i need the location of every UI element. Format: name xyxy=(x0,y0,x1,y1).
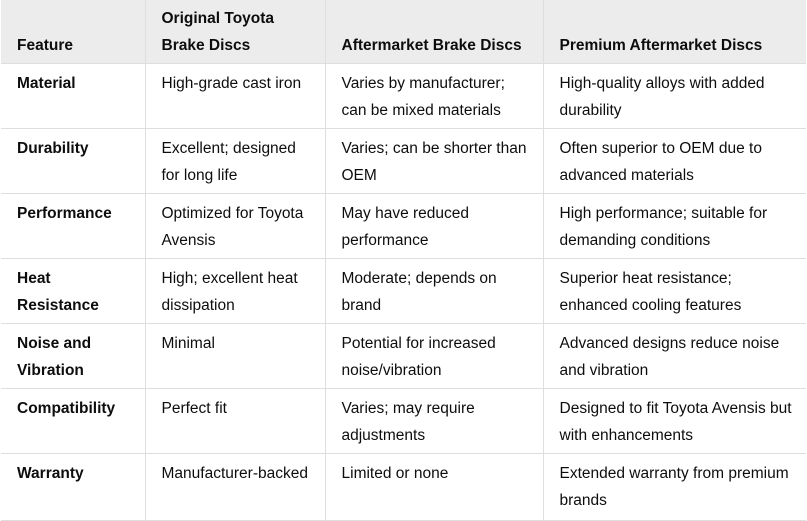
header-feature: Feature xyxy=(1,0,146,64)
header-original-toyota: Original Toyota Brake Discs xyxy=(144,0,326,64)
header-row: Feature Original Toyota Brake Discs Afte… xyxy=(1,0,806,64)
table-row: Performance Optimized for Toyota Avensis… xyxy=(1,193,806,259)
table-cell: High; excellent heat dissipation xyxy=(144,258,326,324)
feature-cell: Compatibility xyxy=(1,388,146,454)
table-cell: Manufacturer-backed xyxy=(144,453,326,521)
feature-cell: Performance xyxy=(1,193,146,259)
table-cell: High-grade cast iron xyxy=(144,63,326,129)
table-cell: Moderate; depends on brand xyxy=(324,258,544,324)
table-header: Feature Original Toyota Brake Discs Afte… xyxy=(1,0,806,64)
feature-cell: Heat Resistance xyxy=(1,258,146,324)
table-cell: Varies by manufacturer; can be mixed mat… xyxy=(324,63,544,129)
table-cell: Minimal xyxy=(144,323,326,389)
table-row: Durability Excellent; designed for long … xyxy=(1,128,806,194)
feature-cell: Warranty xyxy=(1,453,146,521)
table-cell: Perfect fit xyxy=(144,388,326,454)
table-cell: High-quality alloys with added durabilit… xyxy=(542,63,806,129)
feature-cell: Material xyxy=(1,63,146,129)
table-body: Material High-grade cast iron Varies by … xyxy=(1,63,806,521)
table-cell: Potential for increased noise/vibration xyxy=(324,323,544,389)
table-row: Heat Resistance High; excellent heat dis… xyxy=(1,258,806,324)
table-cell: May have reduced performance xyxy=(324,193,544,259)
table-row: Compatibility Perfect fit Varies; may re… xyxy=(1,388,806,454)
table-cell: Advanced designs reduce noise and vibrat… xyxy=(542,323,806,389)
feature-cell: Durability xyxy=(1,128,146,194)
table-cell: Varies; may require adjustments xyxy=(324,388,544,454)
table-cell: Limited or none xyxy=(324,453,544,521)
table-cell: Excellent; designed for long life xyxy=(144,128,326,194)
feature-cell: Noise and Vibration xyxy=(1,323,146,389)
header-premium-aftermarket: Premium Aftermarket Discs xyxy=(542,0,806,64)
table-cell: Superior heat resistance; enhanced cooli… xyxy=(542,258,806,324)
table-cell: Designed to fit Toyota Avensis but with … xyxy=(542,388,806,454)
header-aftermarket: Aftermarket Brake Discs xyxy=(324,0,544,64)
table-cell: Varies; can be shorter than OEM xyxy=(324,128,544,194)
table-cell: Optimized for Toyota Avensis xyxy=(144,193,326,259)
table-row: Material High-grade cast iron Varies by … xyxy=(1,63,806,129)
table-cell: High performance; suitable for demanding… xyxy=(542,193,806,259)
table-row: Noise and Vibration Minimal Potential fo… xyxy=(1,323,806,389)
table-cell: Extended warranty from premium brands xyxy=(542,453,806,521)
table-row: Warranty Manufacturer-backed Limited or … xyxy=(1,453,806,521)
table-cell: Often superior to OEM due to advanced ma… xyxy=(542,128,806,194)
